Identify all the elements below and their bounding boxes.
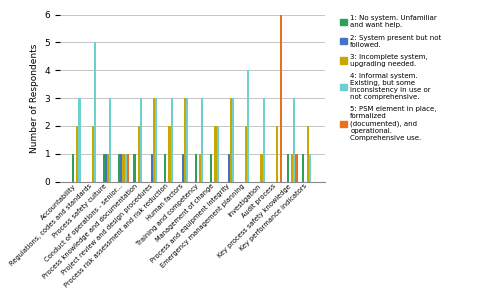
Bar [168,126,170,182]
Bar [276,126,278,182]
Bar [124,154,126,182]
Bar [107,154,109,182]
Bar [260,154,262,182]
Bar [92,126,94,182]
Bar [182,154,184,182]
Bar [151,154,153,182]
Bar [294,98,296,182]
Bar [214,126,216,182]
Bar [76,126,78,182]
Bar [170,98,172,182]
Bar [195,154,197,182]
Bar [287,154,289,182]
Bar [109,98,112,182]
Bar [138,126,140,182]
Bar [291,154,294,182]
Bar [216,126,218,182]
Bar [280,15,282,182]
Bar [245,126,248,182]
Bar [199,154,201,182]
Bar [210,154,212,182]
Bar [164,154,166,182]
Bar [308,154,311,182]
Bar [302,154,304,182]
Bar [120,154,122,182]
Bar [230,98,232,182]
Y-axis label: Number of Respondents: Number of Respondents [30,43,39,153]
Bar [118,154,120,182]
Bar [184,98,186,182]
Bar [94,42,96,182]
Bar [248,70,250,182]
Bar [155,98,158,182]
Bar [134,154,136,182]
Bar [296,154,298,182]
Bar [72,154,74,182]
Bar [262,98,265,182]
Legend: 1: No system. Unfamiliar
and want help., 2: System present but not
followed., 3:: 1: No system. Unfamiliar and want help.,… [339,15,442,142]
Bar [306,126,308,182]
Bar [122,154,124,182]
Bar [102,154,105,182]
Bar [78,98,80,182]
Bar [201,98,203,182]
Bar [105,154,107,182]
Bar [232,98,234,182]
Bar [186,98,188,182]
Bar [153,98,155,182]
Bar [140,98,142,182]
Bar [228,154,230,182]
Bar [126,154,129,182]
